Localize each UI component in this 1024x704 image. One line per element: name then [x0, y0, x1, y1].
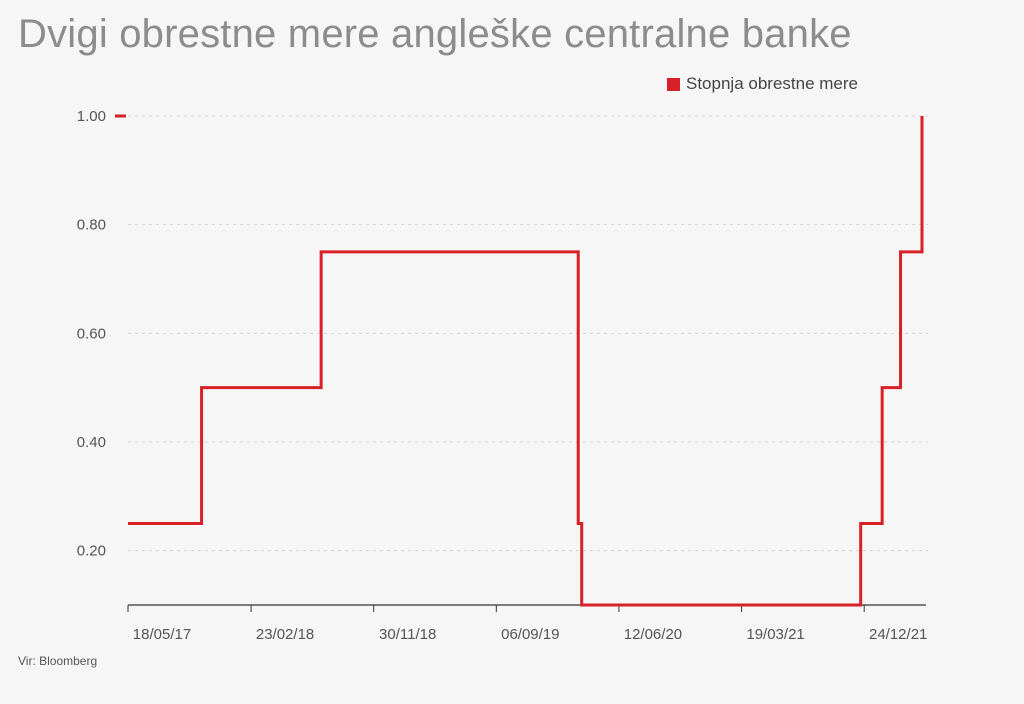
- x-tick-label: 30/11/18: [379, 626, 436, 643]
- rate-step-line: [128, 116, 924, 607]
- x-tick-label: 06/09/19: [501, 626, 559, 643]
- legend-label: Stopnja obrestne mere: [686, 74, 858, 93]
- chart-title: Dvigi obrestne mere angleške centralne b…: [18, 12, 852, 56]
- y-tick-label: 1.00: [77, 108, 106, 125]
- y-tick-label: 0.40: [77, 434, 106, 451]
- x-tick-label: 24/12/21: [869, 626, 927, 643]
- y-tick-label: 0.60: [77, 325, 106, 342]
- source-note: Vir: Bloomberg: [18, 654, 98, 668]
- legend-swatch: [667, 77, 680, 91]
- x-tick-label: 12/06/20: [624, 626, 682, 643]
- y-tick-label: 0.20: [77, 543, 106, 560]
- x-tick-label: 19/03/21: [746, 626, 804, 643]
- legend: Stopnja obrestne mere: [667, 74, 858, 94]
- x-tick-label: 18/05/17: [133, 626, 191, 643]
- x-tick-label: 23/02/18: [256, 626, 314, 643]
- y-tick-label: 0.80: [77, 217, 106, 234]
